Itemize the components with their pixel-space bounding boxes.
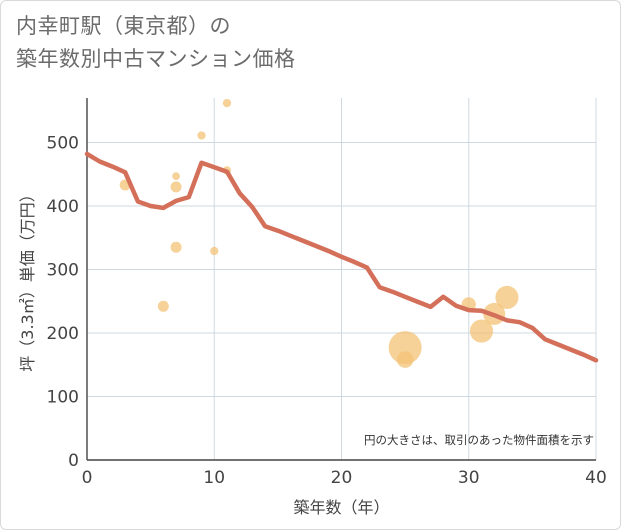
data-bubble	[210, 246, 219, 256]
y-tick-label: 0	[68, 451, 79, 471]
x-axis-label: 築年数（年）	[293, 498, 389, 517]
y-tick-label: 500	[47, 133, 79, 153]
data-bubble	[172, 172, 180, 180]
data-bubble	[157, 300, 169, 312]
x-tick-label: 40	[585, 468, 607, 488]
data-bubble	[170, 241, 182, 253]
chart-title-line-1: 内幸町駅（東京都）の	[16, 14, 231, 38]
data-bubble	[170, 181, 182, 193]
x-tick-label: 30	[458, 468, 480, 488]
x-tick-label: 0	[82, 468, 93, 488]
y-tick-label: 400	[47, 197, 79, 217]
bubble-size-note: 円の大きさは、取引のあった物件面積を示す	[364, 433, 594, 447]
data-bubble	[388, 331, 422, 365]
data-bubble	[197, 131, 206, 140]
y-axis-label: 坪（3.3㎡）単価（万円）	[18, 186, 37, 371]
chart-title: 内幸町駅（東京都）の 築年数別中古マンション価格	[16, 10, 296, 76]
y-tick-label: 100	[47, 387, 79, 407]
chart-title-line-2: 築年数別中古マンション価格	[16, 47, 296, 71]
data-bubble	[495, 285, 519, 309]
y-tick-label: 300	[47, 260, 79, 280]
y-tick-label: 200	[47, 324, 79, 344]
data-bubble	[469, 319, 494, 343]
data-bubble	[222, 98, 232, 108]
x-tick-label: 10	[203, 468, 225, 488]
data-bubble	[396, 351, 414, 368]
grid-lines	[86, 98, 597, 461]
x-tick-label: 20	[331, 468, 353, 488]
y-axis-ticks: 0 100 200 300 400 500	[47, 133, 79, 471]
average-price-line	[84, 151, 599, 363]
x-axis-ticks: 0 10 20 30 40	[82, 468, 607, 488]
